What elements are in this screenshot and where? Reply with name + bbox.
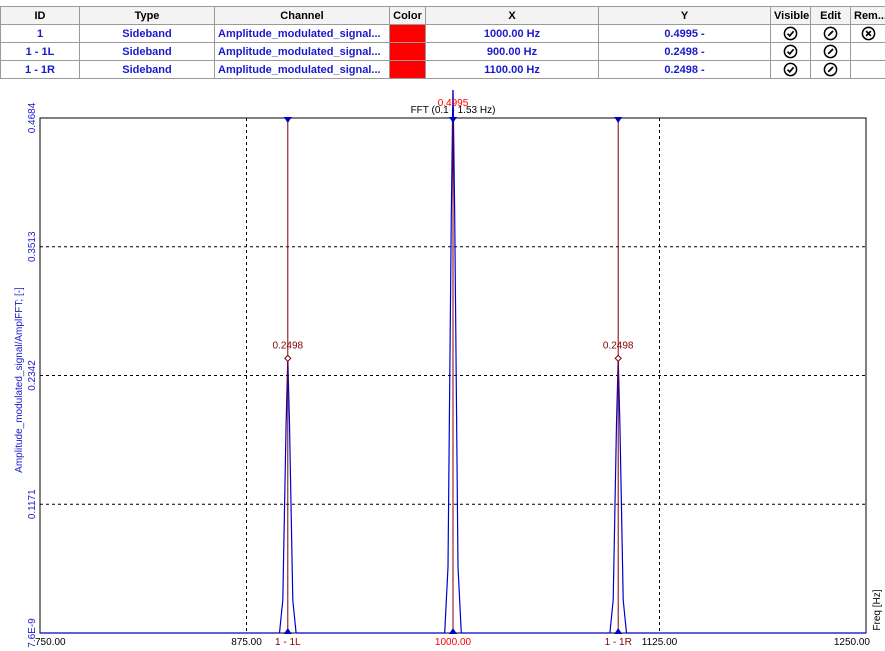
cell-type: Sideband <box>79 60 215 79</box>
cursor-handle-bottom[interactable] <box>614 628 623 634</box>
cell-y: 0.2498 - <box>598 60 771 79</box>
peak-marker <box>284 354 292 363</box>
cell-channel: Amplitude_modulated_signal... <box>214 60 390 79</box>
cursor-axis-label: 1 - 1L <box>275 637 301 648</box>
pencil-circle-icon <box>823 62 838 77</box>
color-swatch[interactable] <box>389 60 426 79</box>
edit-button[interactable] <box>810 24 851 43</box>
y-tick-label: 0.2342 <box>27 360 38 391</box>
header-id[interactable]: ID <box>0 6 80 25</box>
x-tick-label: 875.00 <box>231 637 262 648</box>
remove-cell-empty <box>850 42 885 61</box>
x-tick-label: 1125.00 <box>642 637 678 648</box>
fft-plot[interactable]: FFT (0.1 - 1.53 Hz) Amplitude_modulated_… <box>0 90 885 651</box>
remove-button[interactable] <box>850 24 885 43</box>
cell-type: Sideband <box>79 24 215 43</box>
visible-toggle[interactable] <box>770 60 811 79</box>
cell-id: 1 - 1R <box>0 60 80 79</box>
close-circle-icon <box>861 26 875 41</box>
pencil-circle-icon <box>823 44 838 59</box>
cell-type: Sideband <box>79 42 215 61</box>
header-color[interactable]: Color <box>389 6 426 25</box>
header-visible[interactable]: Visible <box>770 6 811 25</box>
cell-x: 1100.00 Hz <box>425 60 599 79</box>
y-tick-label: 0.1171 <box>27 489 38 519</box>
peak-value-label: 0.2498 <box>603 340 634 351</box>
table-header-row: ID Type Channel Color X Y Visible Edit R… <box>0 6 885 25</box>
header-y[interactable]: Y <box>598 6 771 25</box>
edit-button[interactable] <box>810 60 851 79</box>
header-edit[interactable]: Edit <box>810 6 851 25</box>
peak-marker <box>614 354 622 363</box>
cursor-handle-top[interactable] <box>614 117 623 123</box>
cursor-handle-top[interactable] <box>283 117 292 123</box>
header-type[interactable]: Type <box>79 6 215 25</box>
check-circle-icon <box>783 44 798 59</box>
cell-x: 900.00 Hz <box>425 42 599 61</box>
header-remove[interactable]: Rem... <box>850 6 885 25</box>
cursor-axis-label: 1 - 1R <box>605 637 632 648</box>
x-tick-label: 1250.00 <box>834 637 871 648</box>
cursor-handle-bottom[interactable] <box>283 628 292 634</box>
cursor-handle-top[interactable] <box>449 117 457 123</box>
cell-id: 1 - 1L <box>0 42 80 61</box>
y-axis-label: Amplitude_modulated_signal/AmplFFT; [-] <box>14 287 25 473</box>
peak-value-label: 0.2498 <box>273 340 304 351</box>
visible-toggle[interactable] <box>770 24 811 43</box>
header-channel[interactable]: Channel <box>214 6 390 25</box>
cell-id: 1 <box>0 24 80 43</box>
color-swatch[interactable] <box>389 42 426 61</box>
check-circle-icon <box>783 62 798 77</box>
cursor-table: ID Type Channel Color X Y Visible Edit R… <box>0 6 885 79</box>
table-row[interactable]: 1 - 1L Sideband Amplitude_modulated_sign… <box>0 42 885 61</box>
remove-cell-empty <box>850 60 885 79</box>
cell-y: 0.4995 - <box>598 24 771 43</box>
cell-y: 0.2498 - <box>598 42 771 61</box>
peak-value-label: 0.4995 <box>438 98 469 109</box>
check-circle-icon <box>783 26 798 41</box>
cursor-handle-bottom[interactable] <box>449 628 457 634</box>
x-tick-label: 750.00 <box>35 637 66 648</box>
visible-toggle[interactable] <box>770 42 811 61</box>
cell-channel: Amplitude_modulated_signal... <box>214 24 390 43</box>
series-line <box>40 90 866 634</box>
y-tick-label: 0.4684 <box>27 102 38 133</box>
y-tick-label: 0.3513 <box>27 231 38 262</box>
x-axis-label: Freq [Hz] <box>872 589 883 630</box>
color-swatch[interactable] <box>389 24 426 43</box>
fft-chart[interactable]: FFT (0.1 - 1.53 Hz) Amplitude_modulated_… <box>0 90 885 651</box>
table-row[interactable]: 1 - 1R Sideband Amplitude_modulated_sign… <box>0 60 885 79</box>
header-x[interactable]: X <box>425 6 599 25</box>
table-row[interactable]: 1 Sideband Amplitude_modulated_signal...… <box>0 24 885 43</box>
pencil-circle-icon <box>823 26 838 41</box>
cursor-axis-label: 1000.00 <box>435 637 472 648</box>
y-tick-label: 7.6E-9 <box>27 618 38 648</box>
cell-x: 1000.00 Hz <box>425 24 599 43</box>
cell-channel: Amplitude_modulated_signal... <box>214 42 390 61</box>
edit-button[interactable] <box>810 42 851 61</box>
